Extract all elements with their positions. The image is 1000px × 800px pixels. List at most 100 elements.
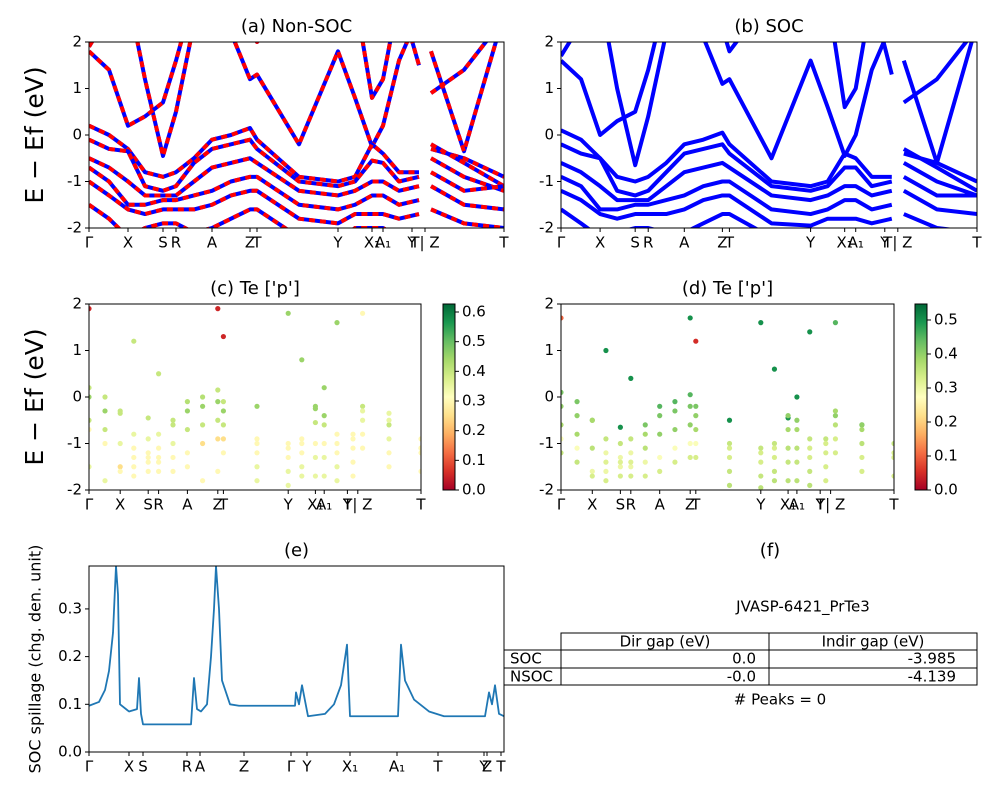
colorbar-tick-label: 0.2 <box>934 412 958 430</box>
projection-point <box>117 440 123 447</box>
projection-point <box>672 445 678 451</box>
projection-point <box>215 436 221 442</box>
projection-point <box>628 436 634 442</box>
projection-point <box>807 436 813 442</box>
x-tick-label: Z <box>239 758 249 776</box>
band-overlay <box>429 42 498 154</box>
x-tick-label: T <box>690 496 701 514</box>
projection-point <box>334 450 340 456</box>
axes-frame <box>88 303 422 491</box>
projection-point <box>360 417 366 423</box>
projection-point <box>859 454 865 461</box>
projection-point <box>145 454 151 461</box>
band-overlay <box>89 42 421 128</box>
projection-point <box>859 468 865 474</box>
x-tick-label: A₁ <box>848 234 864 252</box>
projection-point <box>693 426 699 433</box>
projection-point <box>628 375 634 381</box>
projection-point <box>617 473 623 479</box>
x-tick-label: T <box>971 234 982 252</box>
projection-point <box>628 450 634 456</box>
projection-point <box>285 310 291 316</box>
band <box>902 175 977 198</box>
projection-point <box>642 473 648 479</box>
band-overlay <box>430 207 504 228</box>
projection-point <box>184 408 190 414</box>
projection-point <box>334 464 340 470</box>
x-tick-label: Γ <box>557 496 566 514</box>
projection-point <box>156 468 162 474</box>
colorbar-tick-label: 0.4 <box>462 362 486 380</box>
band <box>561 128 892 189</box>
projection-point <box>794 478 800 484</box>
projection-point <box>726 482 733 488</box>
projection-point <box>758 445 764 451</box>
x-tick-label: T <box>498 234 509 252</box>
band <box>561 160 893 203</box>
table-header: Indir gap (eV) <box>822 633 925 651</box>
chart-title: (b) SOC <box>734 16 803 37</box>
table-cell: -3.985 <box>908 650 956 668</box>
colorbar <box>442 303 456 491</box>
plot-area <box>561 315 894 490</box>
x-tick-label: T <box>724 234 735 252</box>
projection-point <box>574 399 580 405</box>
projection-point <box>418 445 421 451</box>
projection-point <box>131 431 137 437</box>
projection-point <box>832 422 839 428</box>
projection-point <box>334 440 340 447</box>
projection-point <box>672 408 678 414</box>
x-tick-label: T <box>415 496 426 514</box>
x-tick-label: Z <box>717 234 727 252</box>
chart-title: (d) Te ['p'] <box>682 278 773 299</box>
y-tick-label: 2 <box>72 295 82 313</box>
projection-point <box>807 482 813 488</box>
projection-point <box>102 408 108 414</box>
x-tick-label: A₁ <box>375 234 391 252</box>
projection-point <box>687 440 693 447</box>
projection-point <box>360 310 366 316</box>
projection-point <box>561 389 564 395</box>
y-tick-label: 0.0 <box>58 743 82 761</box>
projection-point <box>823 464 829 470</box>
y-tick-label: 0 <box>544 126 554 144</box>
band <box>561 42 894 137</box>
projection-point <box>758 320 764 326</box>
projection-point <box>254 464 260 470</box>
y-tick-label: 2 <box>544 295 554 313</box>
projection-point <box>832 450 839 456</box>
band-overlay <box>429 42 489 95</box>
x-tick-label: T <box>251 234 262 252</box>
x-tick-label: A₁ <box>389 758 405 776</box>
x-tick-label: X <box>124 758 134 776</box>
projection-point <box>285 468 291 474</box>
projection-point <box>823 478 829 484</box>
projection-point <box>589 445 595 451</box>
projection-point <box>215 417 221 423</box>
projection-point <box>312 403 318 409</box>
projection-point <box>693 413 699 419</box>
band-overlay <box>89 165 420 212</box>
projection-point <box>117 468 123 474</box>
x-tick-label: Y <box>332 234 343 252</box>
projection-point <box>891 450 894 456</box>
projection-point <box>603 436 609 442</box>
projection-point <box>418 274 423 279</box>
projection-point <box>771 440 778 447</box>
x-tick-label: Y <box>342 496 353 514</box>
x-tick-label: Z <box>245 234 255 252</box>
plot-area <box>89 42 504 228</box>
y-axis-label: E − Ef (eV) <box>20 328 49 465</box>
projection-point <box>215 387 221 393</box>
projection-point <box>170 468 176 474</box>
projection-point <box>117 464 123 470</box>
y-tick-label: -2 <box>67 481 82 499</box>
projection-point <box>589 468 595 474</box>
axes-frame <box>88 41 505 229</box>
projection-point <box>89 385 92 391</box>
projection-point <box>220 422 226 428</box>
x-tick-label: Z <box>213 496 223 514</box>
x-tick-label: A₁ <box>316 496 332 514</box>
projection-point <box>561 315 564 321</box>
projection-point <box>687 454 693 461</box>
